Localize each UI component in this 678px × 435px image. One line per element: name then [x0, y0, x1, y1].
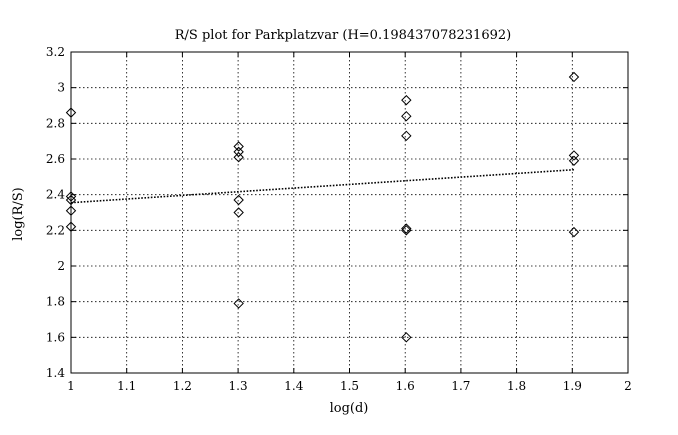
x-tick-label: 1.5 [340, 379, 359, 393]
data-point-diamond [568, 226, 580, 238]
data-point-diamond [233, 146, 244, 158]
x-tick-label: 1.4 [284, 379, 303, 393]
x-tick-label: 1.2 [173, 379, 192, 393]
y-tick-label: 1.4 [46, 366, 65, 380]
y-tick-label: 3.2 [46, 45, 65, 59]
fit-line [70, 168, 575, 204]
y-tick-label: 2.4 [46, 188, 65, 202]
x-tick-labels: 1 1.1 1.2 1.3 1.4 1.5 1.6 1.7 1.8 1.9 2 [67, 379, 632, 393]
data-point-diamond [401, 223, 412, 234]
x-tick-label: 1.9 [563, 379, 582, 393]
y-tick-label: 2 [57, 259, 65, 273]
x-tick-label: 1.8 [507, 379, 526, 393]
y-tick-label: 3 [57, 81, 65, 95]
x-tick-label: 1.1 [117, 379, 136, 393]
y-tick-labels: 1.4 1.6 1.8 2 2.2 2.4 2.6 2.8 3 3.2 [46, 45, 65, 380]
data-point-diamond [401, 130, 412, 142]
y-tick-label: 2.2 [46, 223, 65, 237]
data-point-diamond [401, 94, 412, 106]
data-point-diamond [401, 225, 412, 236]
data-point-diamond [568, 150, 580, 161]
x-tick-label: 1.7 [451, 379, 470, 393]
x-tick-label: 1.3 [229, 379, 248, 393]
x-tick-label: 1 [67, 379, 75, 393]
y-tick-label: 1.8 [46, 295, 65, 309]
grid-lines [71, 52, 628, 373]
data-point-diamond [568, 155, 580, 166]
x-tick-label: 1.6 [396, 379, 415, 393]
chart-title: R/S plot for Parkplatzvar (H=0.198437078… [175, 28, 511, 43]
data-point-diamond [233, 298, 244, 309]
data-point-diamond [233, 152, 244, 163]
data-point-diamond [568, 71, 580, 83]
data-point-diamond [401, 332, 412, 343]
x-tick-label: 2 [624, 379, 632, 393]
plot-frame [70, 51, 629, 374]
data-point-diamond [233, 207, 244, 218]
data-points [65, 71, 580, 343]
y-tick-label: 1.6 [46, 330, 65, 344]
y-tick-label: 2.6 [46, 152, 65, 166]
data-point-diamond [401, 110, 412, 122]
data-point-diamond [233, 141, 244, 152]
y-tick-label: 2.8 [46, 116, 65, 130]
y-axis-title: log(R/S) [11, 187, 26, 241]
data-point-diamond [233, 194, 244, 206]
x-axis-title: log(d) [330, 401, 369, 416]
